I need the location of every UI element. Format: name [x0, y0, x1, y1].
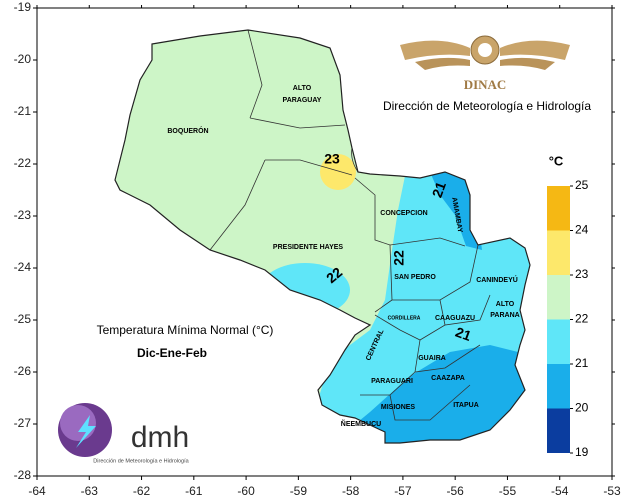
x-tick-label: -63	[81, 484, 99, 498]
colorbar-label: 25	[575, 178, 589, 192]
logo-caption: Dirección de Meteorología e Hidrología	[383, 99, 591, 113]
region-label: ITAPUA	[453, 402, 479, 409]
region-label: ALTO	[496, 301, 515, 308]
x-tick-label: -59	[290, 484, 308, 498]
y-tick-label: -27	[14, 416, 32, 430]
logo-name: DINAC	[464, 77, 507, 92]
y-tick-label: -22	[14, 156, 32, 170]
region-label: PRESIDENTE HAYES	[273, 244, 343, 251]
y-tick-label: -21	[14, 104, 32, 118]
colorbar-unit: °C	[549, 153, 564, 168]
region-label: CORDILLERA	[388, 315, 421, 321]
x-tick-label: -62	[133, 484, 151, 498]
colorbar-segment	[547, 230, 570, 275]
colorbar-segment	[547, 319, 570, 364]
department-borders	[114, 29, 531, 444]
y-tick-label: -26	[14, 364, 32, 378]
plot-frame	[36, 7, 613, 477]
band-23-24	[320, 154, 356, 190]
colorbar-segment	[547, 275, 570, 320]
y-tick-label: -19	[14, 0, 32, 14]
colorbar-label: 20	[575, 401, 589, 415]
colorbar-label: 22	[575, 312, 589, 326]
region-label: PARAGUAY	[283, 97, 322, 104]
dmh-logo: dmh Dirección de Meteorología e Hidrolog…	[58, 403, 190, 464]
region-label: ÑEEMBUCU	[341, 419, 381, 428]
colorbar-label: 24	[575, 223, 589, 237]
x-tick-label: -54	[551, 484, 569, 498]
x-tick-label: -61	[185, 484, 203, 498]
colorbar-label: 19	[575, 445, 589, 459]
y-tick-label: -23	[14, 208, 32, 222]
axes: -64 -63 -62 -61 -60 -59 -58 -57 -56 -55 -54 -53 -28 -…	[14, 0, 621, 498]
x-tick-label: -53	[603, 484, 621, 498]
region-label: CONCEPCION	[380, 210, 427, 217]
y-tick-label: -20	[14, 52, 32, 66]
region-labels: BOQUERÓN ALTO PARAGUAY PRESIDENTE HAYES …	[167, 85, 519, 428]
period: Dic-Ene-Feb	[137, 346, 207, 360]
region-label: BOQUERÓN	[167, 126, 208, 135]
region-label: CAAZAPA	[431, 375, 465, 382]
region-label: GUAIRA	[418, 355, 446, 362]
contour-label: 21	[453, 324, 473, 344]
contour-label: 23	[324, 151, 340, 167]
colorbar: °C 19 20 21 22 23 24 25	[547, 153, 589, 459]
y-tick-label: -25	[14, 312, 32, 326]
x-tick-label: -58	[342, 484, 360, 498]
region-label: SAN PEDRO	[394, 274, 436, 281]
region-label: PARANA	[490, 312, 519, 319]
region-label: ALTO	[293, 85, 312, 92]
region-label: PARAGUARI	[371, 378, 413, 385]
x-tick-label: -57	[394, 484, 412, 498]
colorbar-label: 21	[575, 356, 589, 370]
logo-name: dmh	[131, 421, 189, 454]
band-20-21	[330, 345, 530, 443]
colorbar-segment	[547, 186, 570, 231]
map-title: Temperatura Mínima Normal (°C)	[97, 323, 274, 337]
colorbar-label: 23	[575, 267, 589, 281]
y-tick-label: -24	[14, 260, 32, 274]
colorbar-segment	[547, 364, 570, 409]
y-tick-label: -28	[14, 468, 32, 482]
colorbar-segment	[547, 408, 570, 453]
region-label: MISIONES	[381, 404, 416, 411]
x-tick-label: -56	[447, 484, 465, 498]
x-tick-label: -55	[499, 484, 517, 498]
region-label: CAAGUAZU	[435, 315, 475, 322]
dinac-logo: DINAC Dirección de Meteorología e Hidrol…	[383, 35, 591, 113]
x-tick-label: -64	[28, 484, 46, 498]
contour-label: 22	[391, 250, 407, 266]
region-label: CANINDEYÚ	[476, 275, 518, 284]
x-tick-label: -60	[237, 484, 255, 498]
logo-caption: Dirección de Meteorología e Hidrología	[93, 458, 189, 464]
contour-label: 21	[429, 179, 449, 199]
